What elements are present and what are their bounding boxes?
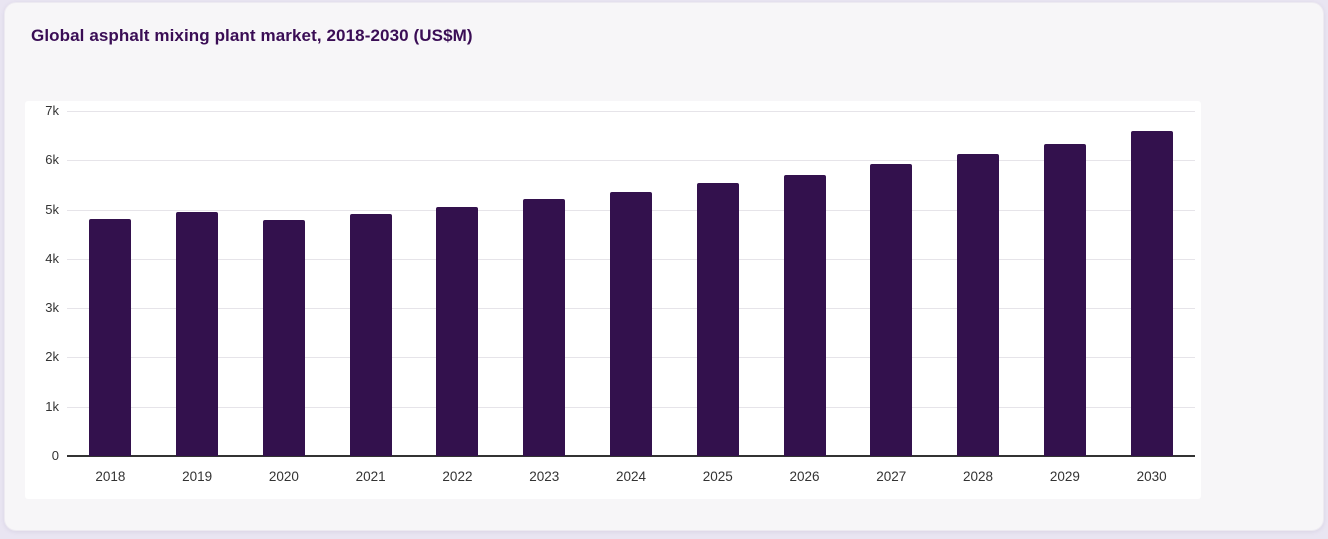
bar-2027: [870, 164, 913, 456]
bar-2025: [696, 183, 739, 456]
bar-2022: [436, 206, 479, 456]
bar-2024: [610, 192, 652, 456]
bar-2021: [349, 213, 392, 456]
chart-title: Global asphalt mixing plant market, 2018…: [31, 26, 473, 45]
y-tick-label-1k: 1k: [45, 398, 59, 414]
x-tick-label-2019: 2019: [182, 469, 213, 484]
bar-2028: [957, 154, 1000, 456]
gridline-7k: [67, 111, 1195, 112]
x-tick-label-2027: 2027: [876, 469, 907, 484]
y-tick-label-0: 0: [51, 448, 59, 463]
y-tick-label-2k: 2k: [45, 349, 59, 365]
x-tick-label-2030: 2030: [1136, 469, 1167, 484]
x-tick-label-2029: 2029: [1049, 469, 1080, 484]
x-tick-label-2021: 2021: [355, 469, 386, 484]
y-tick-label-4k: 4k: [45, 250, 59, 266]
bar-chart-panel: 0 1k 2k 3k 4k 5k 6k 7k 2018 2019 2020 2021 2022 2023 2…: [25, 101, 1201, 499]
y-tick-label-6k: 6k: [45, 152, 59, 168]
bar-2023: [523, 199, 566, 456]
bar-2020: [262, 220, 305, 456]
bar-2029: [1043, 143, 1086, 456]
x-tick-label-2018: 2018: [95, 469, 126, 484]
bar-2018: [89, 219, 132, 456]
bar-2019: [176, 211, 219, 456]
y-tick-label-5k: 5k: [45, 201, 59, 217]
x-tick-label-2026: 2026: [789, 469, 820, 484]
x-tick-label-2022: 2022: [442, 469, 473, 484]
x-tick-label-2020: 2020: [268, 469, 299, 484]
x-tick-label-2024: 2024: [615, 469, 647, 484]
x-axis-line: [67, 455, 1195, 457]
x-tick-label-2023: 2023: [529, 469, 560, 484]
chart-card: Global asphalt mixing plant market, 2018…: [4, 2, 1324, 531]
y-tick-label-7k: 7k: [45, 103, 59, 118]
gridline-6k: [67, 160, 1195, 162]
bar-2030: [1130, 131, 1173, 456]
bar-2026: [783, 174, 826, 456]
y-tick-label-3k: 3k: [45, 300, 59, 316]
x-tick-label-2028: 2028: [963, 469, 994, 484]
x-tick-label-2025: 2025: [702, 469, 733, 484]
